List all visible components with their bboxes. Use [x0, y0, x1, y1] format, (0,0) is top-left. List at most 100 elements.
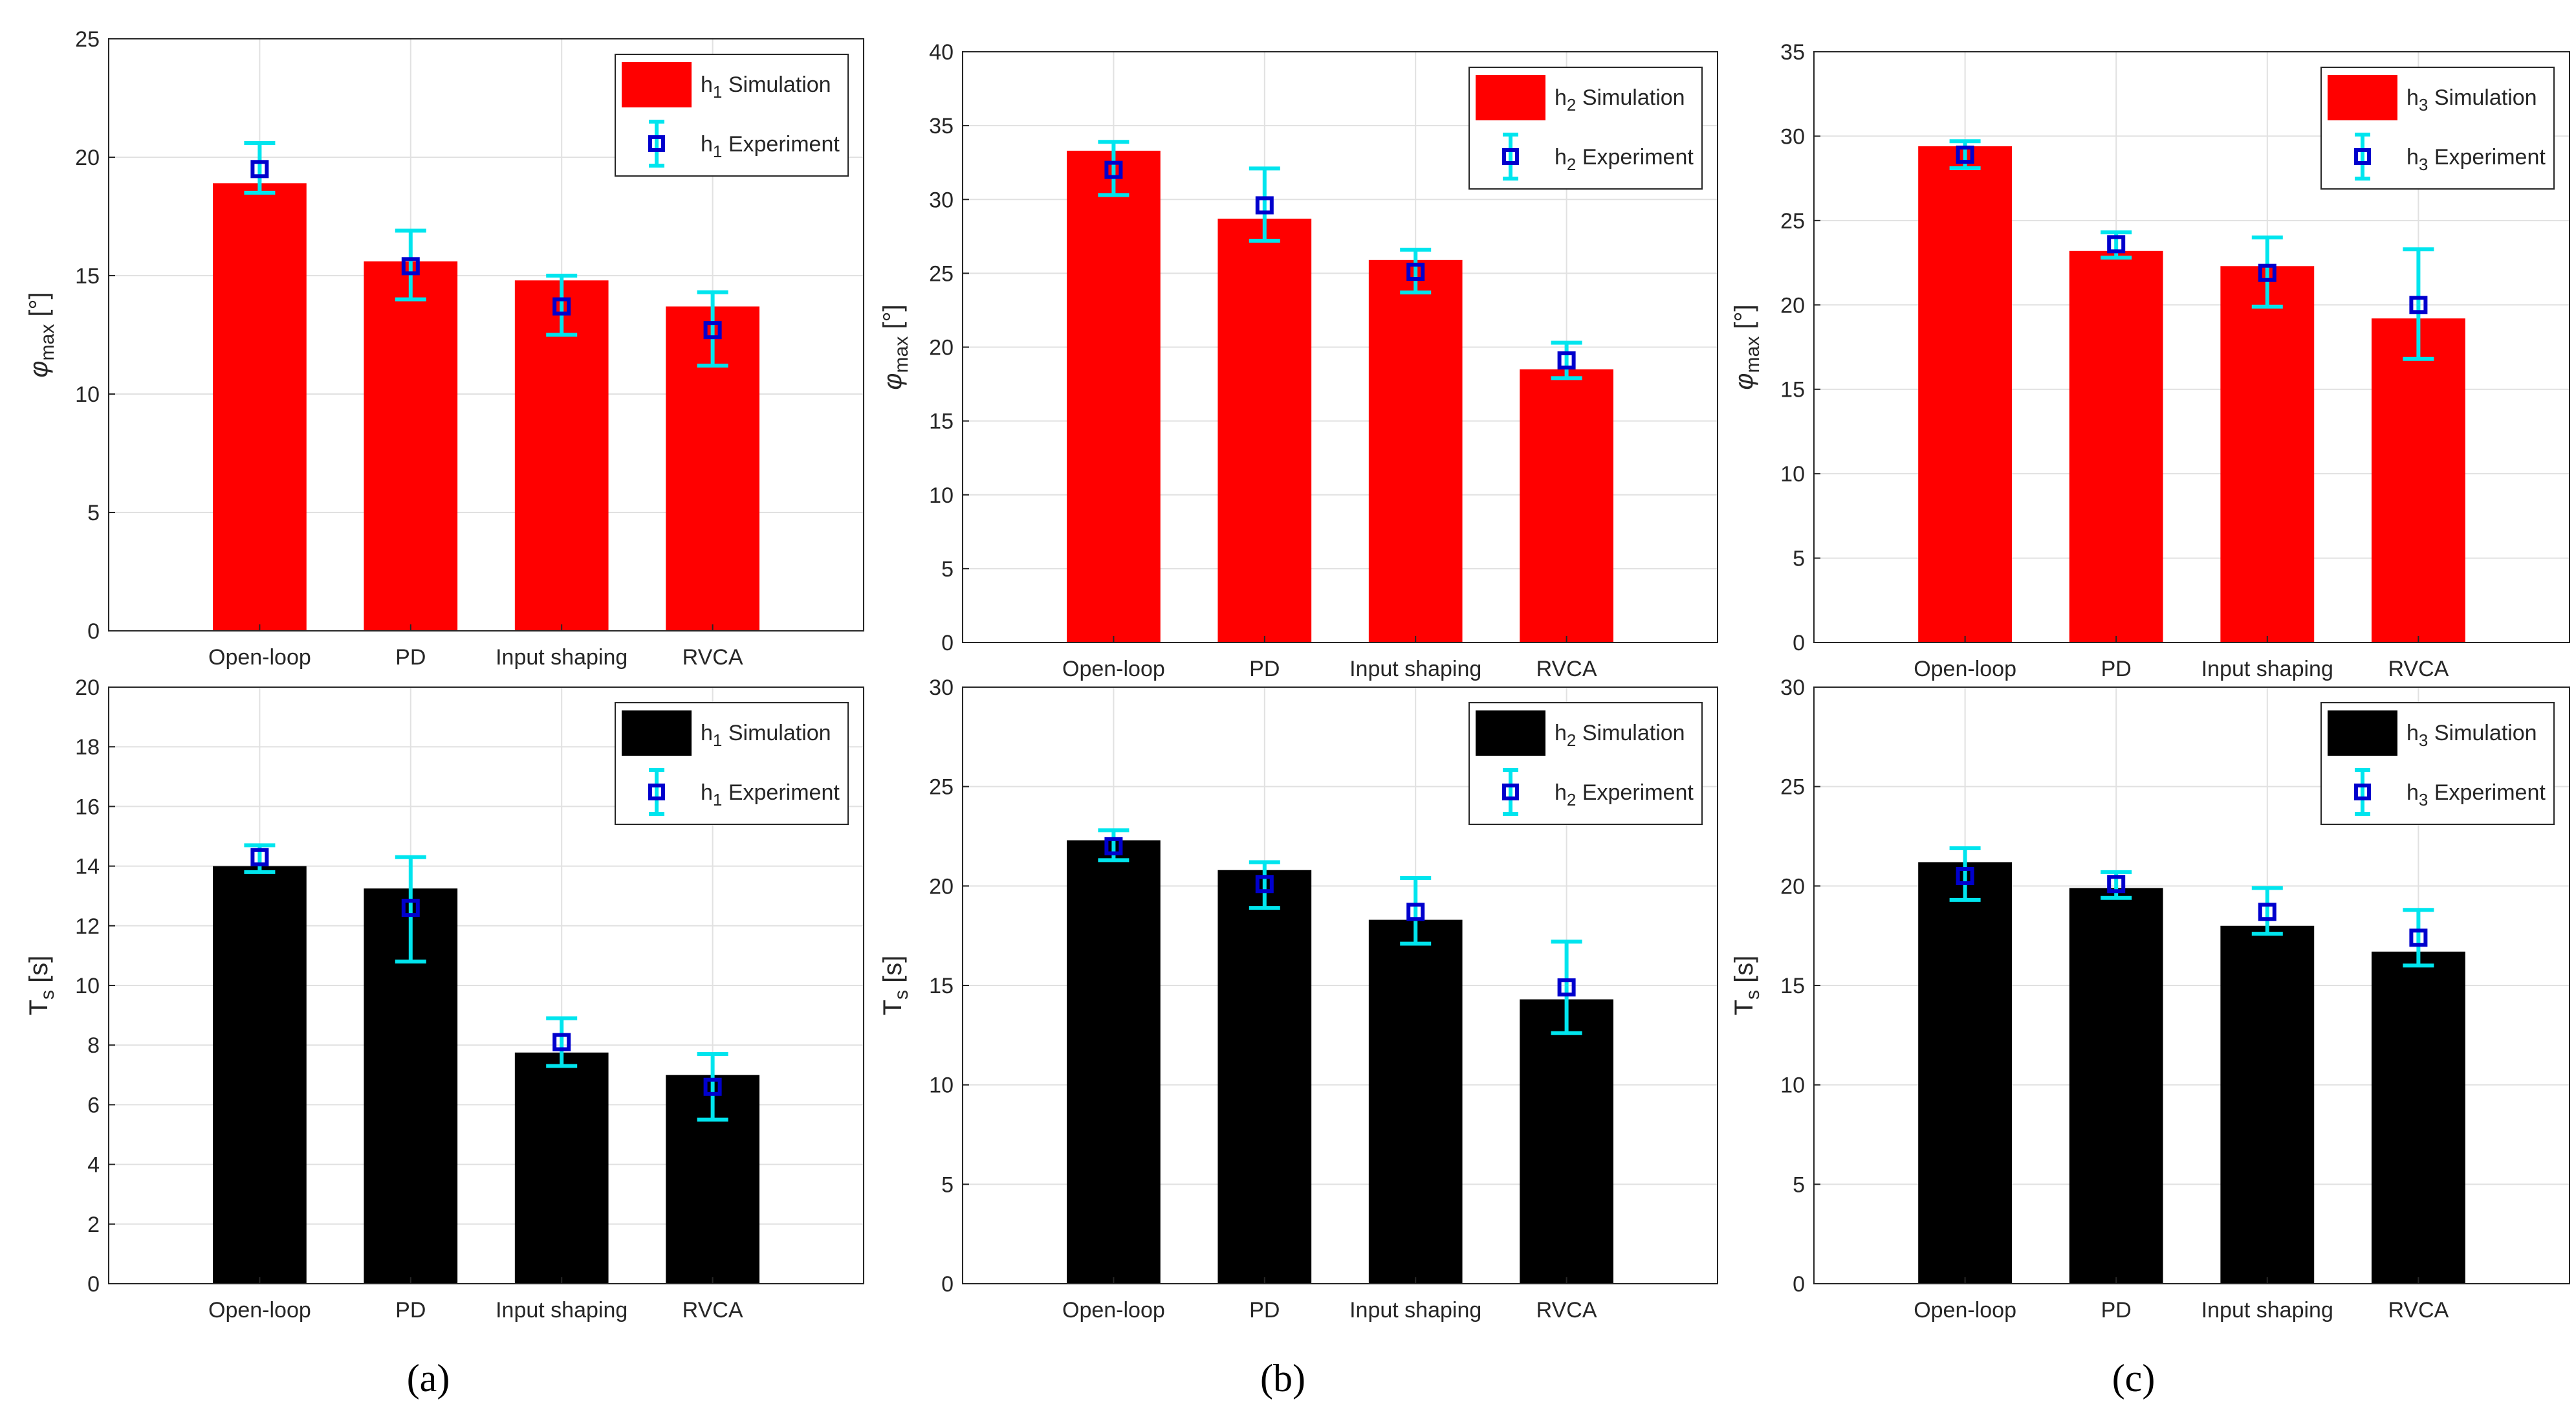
legend-experiment-marker	[1502, 784, 1519, 800]
legend-label-text: Experiment	[722, 780, 840, 805]
legend-label-subscript: 3	[2419, 95, 2428, 115]
y-tick-label: 0	[87, 619, 100, 644]
y-tick-label: 15	[929, 410, 954, 434]
bar-open-loop	[213, 866, 307, 1284]
y-axis-label: φmax [°]	[879, 304, 912, 390]
bar-pd	[1217, 870, 1312, 1284]
chart-c-top: 0 5 10 15 20 25 30 35 Open-loop PD Input shaping RV…	[1730, 40, 2570, 681]
x-tick-label: PD	[2101, 1298, 2132, 1323]
y-axis-label-subscript: max	[37, 324, 58, 361]
y-axis-label: φmax [°]	[1730, 304, 1763, 390]
legend-label-subscript: 2	[1567, 155, 1576, 174]
legend-label-text: Simulation	[2428, 85, 2537, 110]
y-axis-label-symbol: T	[879, 1000, 907, 1015]
y-tick-label: 0	[87, 1272, 100, 1297]
legend-label-text: Simulation	[722, 72, 831, 97]
legend-label-subscript: 3	[2419, 155, 2428, 174]
legend-label-experiment: h3 Experiment	[2407, 145, 2546, 174]
legend-label-experiment: h2 Experiment	[1555, 780, 1694, 809]
bar-input-shaping	[514, 1052, 609, 1284]
x-tick-label: Input shaping	[1349, 1298, 1481, 1323]
y-tick-label: 25	[929, 775, 954, 800]
legend-label-text: Simulation	[1576, 85, 1685, 110]
y-tick-label: 5	[941, 1172, 954, 1197]
y-tick-label: 20	[75, 146, 100, 170]
legend-label-simulation: h2 Simulation	[1555, 721, 1685, 750]
chart-b-bottom: 0 5 10 15 20 25 30 Open-loop PD Input shaping RVCA…	[879, 676, 1718, 1323]
bar-pd	[2069, 888, 2163, 1284]
legend-label-experiment: h1 Experiment	[701, 780, 840, 809]
y-tick-label: 25	[1780, 775, 1805, 800]
x-tick-label: RVCA	[2388, 657, 2449, 681]
legend-label-base: h	[2407, 85, 2419, 110]
y-axis-label-unit: [°]	[25, 292, 53, 324]
y-axis-label: Ts [s]	[25, 956, 58, 1016]
bar-input-shaping	[2220, 266, 2315, 643]
y-axis-label-symbol: φ	[1730, 373, 1758, 390]
y-tick-label: 4	[87, 1153, 100, 1178]
bar-open-loop	[1918, 146, 2013, 643]
experiment-marker	[1406, 903, 1425, 921]
bar-open-loop	[1067, 840, 1161, 1284]
y-tick-label: 20	[1780, 874, 1805, 899]
legend-experiment-marker	[1502, 148, 1519, 165]
bar-open-loop	[213, 183, 307, 631]
y-tick-label: 30	[929, 676, 954, 700]
bar-open-loop	[1067, 150, 1161, 643]
legend-label-text: Simulation	[2428, 721, 2537, 745]
experiment-marker	[1956, 866, 1974, 885]
legend-label-subscript: 1	[713, 142, 722, 161]
y-axis-label-unit: [°]	[879, 304, 907, 336]
y-tick-label: 14	[75, 855, 100, 879]
y-tick-label: 10	[929, 1073, 954, 1098]
x-tick-label: Input shaping	[2201, 1298, 2333, 1323]
legend-label-text: Experiment	[722, 132, 840, 157]
x-tick-label: Open-loop	[1914, 657, 2016, 681]
bar-pd	[2069, 250, 2163, 643]
x-tick-label: Input shaping	[1349, 657, 1481, 681]
experiment-marker	[552, 1033, 571, 1051]
y-tick-label: 35	[929, 114, 954, 138]
experiment-marker	[1104, 837, 1123, 855]
y-axis-label-symbol: T	[25, 1000, 53, 1015]
experiment-marker	[1557, 978, 1576, 997]
legend-label-simulation: h3 Simulation	[2407, 85, 2537, 115]
y-axis-label-subscript: max	[1742, 336, 1763, 373]
caption-a: (a)	[407, 1357, 450, 1400]
legend-label-simulation: h2 Simulation	[1555, 85, 1685, 115]
x-tick-label: RVCA	[2388, 1298, 2449, 1323]
legend-experiment-marker	[2354, 148, 2371, 165]
x-tick-label: Input shaping	[496, 645, 628, 670]
x-tick-label: PD	[395, 645, 426, 670]
y-tick-label: 0	[941, 1272, 954, 1297]
y-tick-label: 25	[75, 27, 100, 52]
caption-b: (b)	[1260, 1357, 1305, 1400]
y-tick-label: 30	[929, 188, 954, 212]
y-tick-label: 20	[1780, 293, 1805, 318]
y-tick-label: 20	[929, 874, 954, 899]
experiment-marker	[2409, 296, 2428, 314]
y-tick-label: 2	[87, 1213, 100, 1237]
y-tick-label: 30	[1780, 124, 1805, 149]
legend-label-simulation: h1 Simulation	[701, 72, 831, 102]
chart-a-top: 0 5 10 15 20 25 Open-loop PD Input shaping RVCA φm…	[25, 27, 864, 670]
y-tick-label: 0	[1793, 631, 1805, 655]
y-axis-label: φmax [°]	[25, 292, 58, 377]
legend-label-simulation: h3 Simulation	[2407, 721, 2537, 750]
y-tick-label: 10	[1780, 462, 1805, 487]
y-tick-label: 35	[1780, 40, 1805, 65]
x-tick-label: PD	[1249, 1298, 1280, 1323]
bar-rvca	[2371, 318, 2465, 643]
experiment-marker	[1557, 351, 1576, 370]
y-tick-label: 10	[75, 974, 100, 998]
bar-rvca	[1520, 369, 1613, 643]
legend-label-base: h	[2407, 780, 2419, 805]
caption-c: (c)	[2112, 1357, 2156, 1400]
legend-label-experiment: h1 Experiment	[701, 132, 840, 161]
legend-label-subscript: 1	[713, 82, 722, 102]
legend-label-base: h	[1555, 780, 1567, 805]
legend-label-text: Simulation	[1576, 721, 1685, 745]
legend-swatch-simulation	[1476, 75, 1545, 120]
experiment-marker	[1255, 196, 1274, 215]
